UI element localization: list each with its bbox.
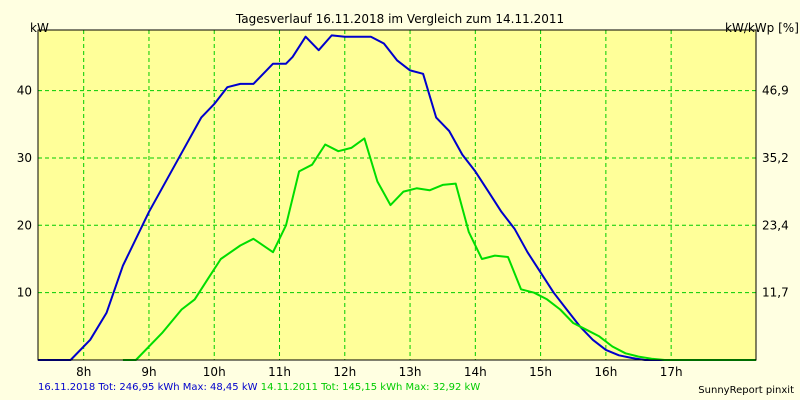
chart-title: Tagesverlauf 16.11.2018 im Vergleich zum…	[235, 12, 564, 26]
y-right-tick-label: 46,9	[762, 84, 789, 98]
y-tick-label: 40	[17, 84, 32, 98]
footer-series2: 14.11.2011 Tot: 145,15 kWh Max: 32,92 kW	[260, 382, 481, 393]
footer-summary: 16.11.2018 Tot: 246,95 kWh Max: 48,45 kW…	[38, 382, 480, 394]
series-lines	[38, 34, 756, 361]
x-tick-label: 11h	[268, 365, 291, 379]
x-tick-label: 14h	[464, 365, 487, 379]
x-tick-label: 13h	[399, 365, 422, 379]
y-right-tick-label: 11,7	[762, 286, 789, 300]
series-line-1	[38, 34, 691, 361]
x-tick-label: 9h	[141, 365, 156, 379]
plot-border	[37, 29, 757, 361]
y-right-tick-label: 23,4	[762, 218, 789, 232]
x-tick-label: 10h	[203, 365, 226, 379]
x-tick-label: 16h	[594, 365, 617, 379]
grid	[38, 30, 756, 360]
footer-series1: 16.11.2018 Tot: 246,95 kWh Max: 48,45 kW	[38, 382, 258, 393]
x-tick-label: 8h	[76, 365, 91, 379]
plot-area	[38, 30, 756, 360]
y-tick-label: 20	[17, 218, 32, 232]
x-tick-label: 17h	[660, 365, 683, 379]
y-axis-label-right: kW/kWp [%]	[725, 21, 799, 35]
y-axis-label-left: kW	[30, 21, 49, 35]
y-tick-label: 30	[17, 151, 32, 165]
series-line-2	[122, 137, 756, 361]
y-right-tick-label: 35,2	[762, 151, 789, 165]
credit-text: SunnyReport pinxit	[698, 385, 794, 396]
x-tick-labels: 8h 9h 10h 11h 12h 13h 14h 15h 16h 17h	[76, 365, 683, 379]
x-tick-label: 12h	[333, 365, 356, 379]
x-tick-label: 15h	[529, 365, 552, 379]
y-tick-labels: 10 20 30 40	[17, 84, 32, 300]
y-right-tick-labels: 11,7 23,4 35,2 46,9	[762, 84, 789, 300]
y-tick-label: 10	[17, 286, 32, 300]
